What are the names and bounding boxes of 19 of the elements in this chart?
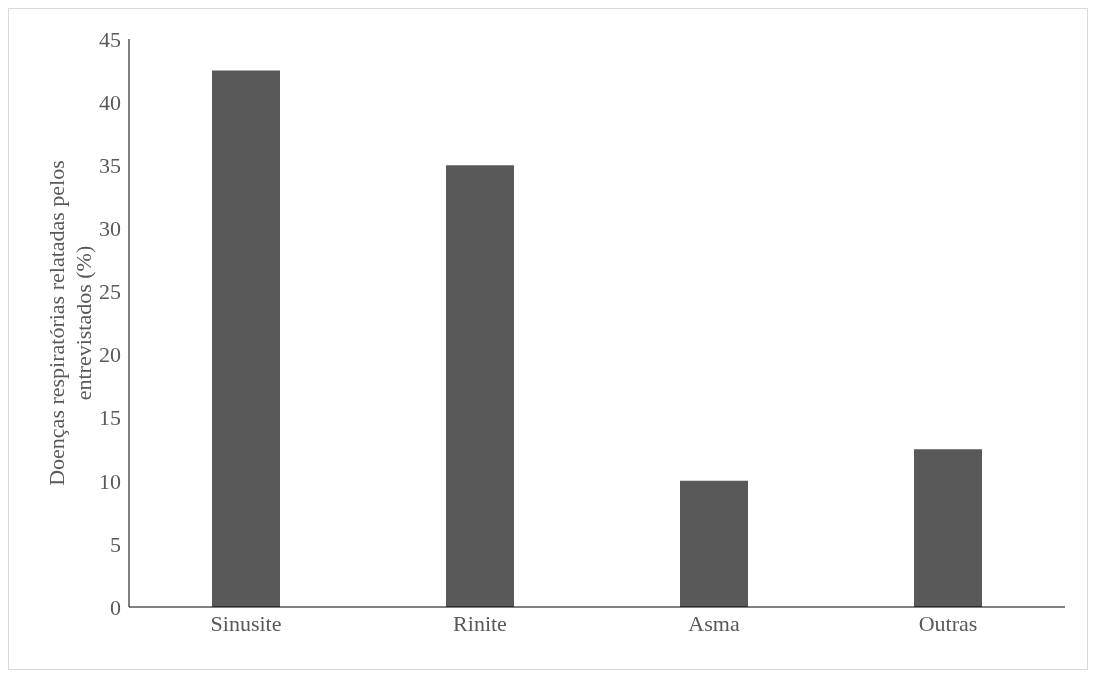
- bar: [446, 165, 514, 607]
- y-tick-label: 10: [99, 468, 121, 494]
- y-tick-label: 20: [99, 342, 121, 368]
- x-tick-label: Sinusite: [210, 610, 282, 636]
- x-tick-label: Asma: [688, 610, 740, 636]
- y-tick-label: 30: [99, 216, 121, 242]
- bar: [212, 70, 280, 607]
- y-tick-label: 35: [99, 153, 121, 179]
- y-tick-label: 0: [110, 594, 121, 620]
- y-tick-label: 15: [99, 405, 121, 431]
- y-tick-label: 25: [99, 279, 121, 305]
- bar: [680, 480, 748, 607]
- y-tick-label: 45: [99, 26, 121, 52]
- x-tick-label: Rinite: [453, 610, 507, 636]
- bar: [914, 449, 982, 607]
- x-tick-label: Outras: [918, 610, 978, 636]
- y-tick-label: 40: [99, 89, 121, 115]
- y-axis-title: Doenças respiratórias relatadas pelos entrevistados (%): [44, 160, 96, 486]
- y-tick-label: 5: [110, 531, 121, 557]
